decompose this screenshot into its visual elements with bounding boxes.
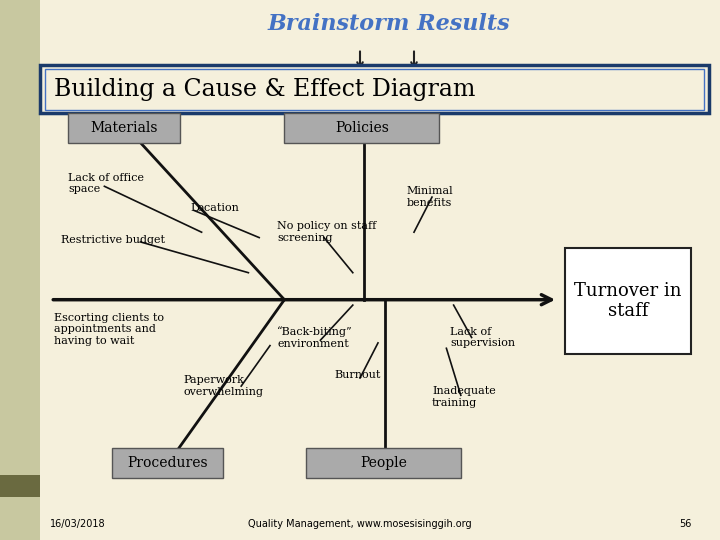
Text: 16/03/2018: 16/03/2018: [50, 519, 106, 529]
Text: Building a Cause & Effect Diagram: Building a Cause & Effect Diagram: [54, 78, 475, 100]
Text: Escorting clients to
appointments and
having to wait: Escorting clients to appointments and ha…: [54, 313, 164, 346]
Text: “Back-biting”
environment: “Back-biting” environment: [277, 326, 353, 349]
FancyBboxPatch shape: [68, 113, 180, 143]
FancyBboxPatch shape: [565, 248, 691, 354]
Text: No policy on staff
screening: No policy on staff screening: [277, 221, 377, 243]
Bar: [601, 70, 680, 109]
Text: Lack of office
space: Lack of office space: [68, 173, 145, 194]
Bar: [0, 475, 40, 497]
Bar: [0, 0, 40, 540]
FancyBboxPatch shape: [306, 448, 461, 478]
Text: Policies: Policies: [335, 122, 389, 135]
Text: Inadequate
training: Inadequate training: [432, 386, 496, 408]
Text: Lack of
supervision: Lack of supervision: [450, 327, 515, 348]
Text: Brainstorm Results: Brainstorm Results: [268, 14, 510, 35]
Text: Turnover in
staff: Turnover in staff: [575, 282, 682, 320]
Text: Burnout: Burnout: [335, 370, 381, 380]
Text: 56: 56: [679, 519, 691, 529]
Text: Minimal
benefits: Minimal benefits: [407, 186, 454, 208]
FancyBboxPatch shape: [40, 65, 709, 113]
Text: Location: Location: [191, 203, 240, 213]
Text: People: People: [360, 456, 407, 470]
Text: Quality Management, www.mosesisinggih.org: Quality Management, www.mosesisinggih.or…: [248, 519, 472, 529]
FancyBboxPatch shape: [45, 69, 704, 110]
Text: Paperwork
overwhelming: Paperwork overwhelming: [184, 375, 264, 397]
FancyBboxPatch shape: [112, 448, 223, 478]
Text: Procedures: Procedures: [127, 456, 207, 470]
Text: Materials: Materials: [91, 122, 158, 135]
FancyBboxPatch shape: [284, 113, 439, 143]
Text: Restrictive budget: Restrictive budget: [61, 235, 165, 245]
